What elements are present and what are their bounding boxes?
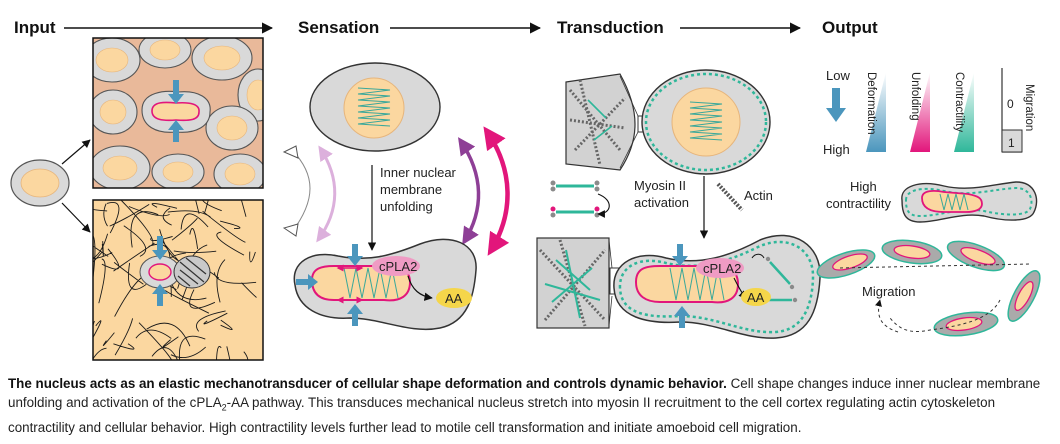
caption-title: The nucleus acts as an elastic mechanotr… [8, 376, 727, 391]
caption-body-1: Cell shape changes induce inner nuclear … [8, 376, 1041, 410]
header-row: Input Sensation Transduction Output [14, 18, 878, 37]
curve-arrow-magenta [483, 126, 510, 256]
legend-deformation: Deformation [865, 72, 877, 135]
input-arrow-up [61, 139, 91, 165]
input-bottom-frame [92, 199, 264, 361]
legend-unfolding-ramp [910, 72, 930, 152]
input-matrix-tissue [93, 200, 263, 360]
aa-transduction-label: AA [747, 290, 765, 305]
myosin-filament-2 [550, 206, 600, 218]
legend-val0: 0 [1007, 97, 1014, 111]
actin-inset-top [565, 73, 636, 171]
myosin-label-2: activation [634, 195, 689, 210]
migrating-cell-5 [933, 311, 999, 337]
actin-filament [716, 182, 744, 212]
aa-transduction-badge [741, 288, 771, 306]
legend-high: High [823, 142, 850, 157]
migration-label: Migration [862, 284, 915, 299]
migrating-cell-4 [1007, 270, 1041, 322]
input-top-frame [92, 37, 264, 189]
header-output: Output [822, 18, 878, 37]
actin-inset-bottom [536, 237, 610, 329]
output-legend: Low High Deformation Unfolding Contracti… [823, 68, 1035, 157]
inm-label-3: unfolding [380, 199, 433, 214]
legend-arrow-icon [826, 108, 846, 122]
caption-subscript: 2 [221, 402, 227, 413]
header-sensation: Sensation [298, 18, 379, 37]
transduction-round-cell [641, 69, 771, 175]
legend-low: Low [826, 68, 850, 83]
transduction-deformed-cell [613, 234, 821, 339]
high-contractility-label-2: contractility [826, 196, 892, 211]
cpla2-sensation-badge [372, 256, 420, 276]
inm-label-2: membrane [380, 182, 442, 197]
aa-sensation-label: AA [445, 291, 463, 306]
legend-val1: 1 [1008, 136, 1015, 150]
actin-label: Actin [744, 188, 773, 203]
inm-label-1: Inner nuclear [380, 165, 457, 180]
cpla2-transduction-badge [696, 258, 744, 278]
aa-sensation-badge [436, 288, 472, 308]
sensation-round-cell [309, 62, 441, 152]
legend-deformation-ramp [866, 72, 886, 152]
cpla2-sensation-label: cPLA2 [379, 259, 417, 274]
migrating-cells [816, 239, 1041, 337]
myosin-label-1: Myosin II [634, 178, 686, 193]
curve-arrow-white [291, 149, 311, 233]
legend-migration-box [1001, 129, 1023, 153]
figure-caption: The nucleus acts as an elastic mechanotr… [8, 374, 1052, 437]
myosin-activation-curve [597, 193, 610, 218]
legend-migration: Migration [1023, 84, 1035, 131]
curve-arrow-lilac [316, 145, 337, 243]
input-confinement-tissue [93, 38, 263, 188]
header-transduction: Transduction [557, 18, 664, 37]
cpla2-transduction-label: cPLA2 [703, 261, 741, 276]
header-input: Input [14, 18, 56, 37]
input-arrow-down [61, 202, 91, 233]
caption-body-2: -AA pathway. This transduces mechanical … [8, 395, 996, 435]
curve-arrow-purple [458, 137, 481, 245]
legend-contractility: Contractility [953, 72, 965, 132]
input-single-cell [10, 159, 70, 207]
output-contractile-cell [901, 181, 1038, 223]
migrating-cell-2 [881, 239, 943, 265]
high-contractility-label-1: High [850, 179, 877, 194]
migrating-cell-3 [946, 240, 1006, 272]
mechanotransduction-figure: Input Sensation Transduction Output [10, 18, 1041, 361]
myosin-filament-1 [550, 180, 600, 192]
cpla2-to-aa-arrow-1 [407, 275, 433, 301]
migrating-cell-1 [816, 249, 876, 279]
sensation-deformed-cell [293, 238, 477, 331]
legend-unfolding: Unfolding [909, 72, 921, 121]
legend-contractility-ramp [954, 72, 974, 152]
